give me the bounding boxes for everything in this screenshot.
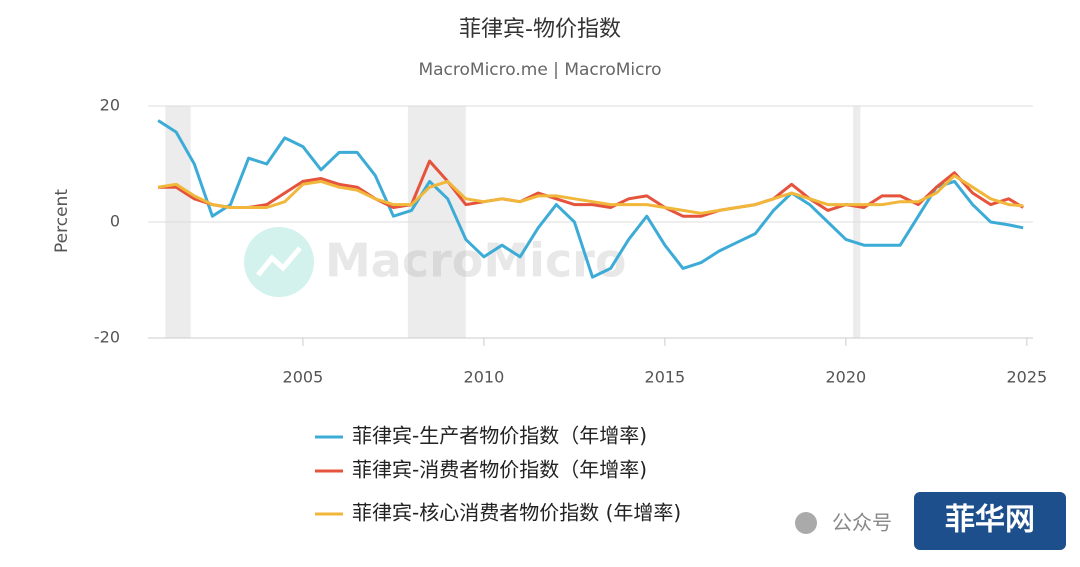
watermark-logo bbox=[244, 227, 314, 297]
brand-badge bbox=[914, 492, 1066, 550]
watermark-logo-line bbox=[256, 246, 302, 277]
overlay: 公众号 菲华网 bbox=[795, 492, 1066, 550]
watermark-text: MacroMicro bbox=[325, 234, 626, 288]
legend-label: 菲律宾-生产者物价指数（年增率) bbox=[352, 424, 647, 448]
chart-title: 菲律宾-物价指数 bbox=[459, 17, 621, 42]
legend-label: 菲律宾-消费者物价指数（年增率) bbox=[352, 458, 647, 482]
series-line bbox=[157, 174, 1024, 215]
y-tick-label: 0 bbox=[110, 212, 120, 231]
x-tick-label: 2005 bbox=[283, 368, 324, 387]
legend-label: 菲律宾-核心消费者物价指数 (年增率) bbox=[352, 501, 681, 525]
x-tick-label: 2020 bbox=[826, 368, 867, 387]
y-tick-label: -20 bbox=[94, 328, 120, 347]
overlay-label: 公众号 bbox=[832, 511, 892, 535]
series-line bbox=[158, 159, 1024, 218]
y-axis-label: Percent bbox=[52, 189, 72, 253]
watermark: MacroMicro bbox=[244, 227, 626, 297]
overlay-brand: 菲华网 bbox=[945, 503, 1035, 538]
x-tick-label: 2015 bbox=[645, 368, 686, 387]
x-tick-label: 2010 bbox=[464, 368, 505, 387]
wechat-icon bbox=[795, 512, 817, 534]
chart-subtitle: MacroMicro.me | MacroMicro bbox=[418, 60, 661, 80]
series-line bbox=[157, 119, 1024, 279]
y-tick-label: 20 bbox=[100, 96, 120, 115]
x-tick-label: 2025 bbox=[1006, 368, 1047, 387]
